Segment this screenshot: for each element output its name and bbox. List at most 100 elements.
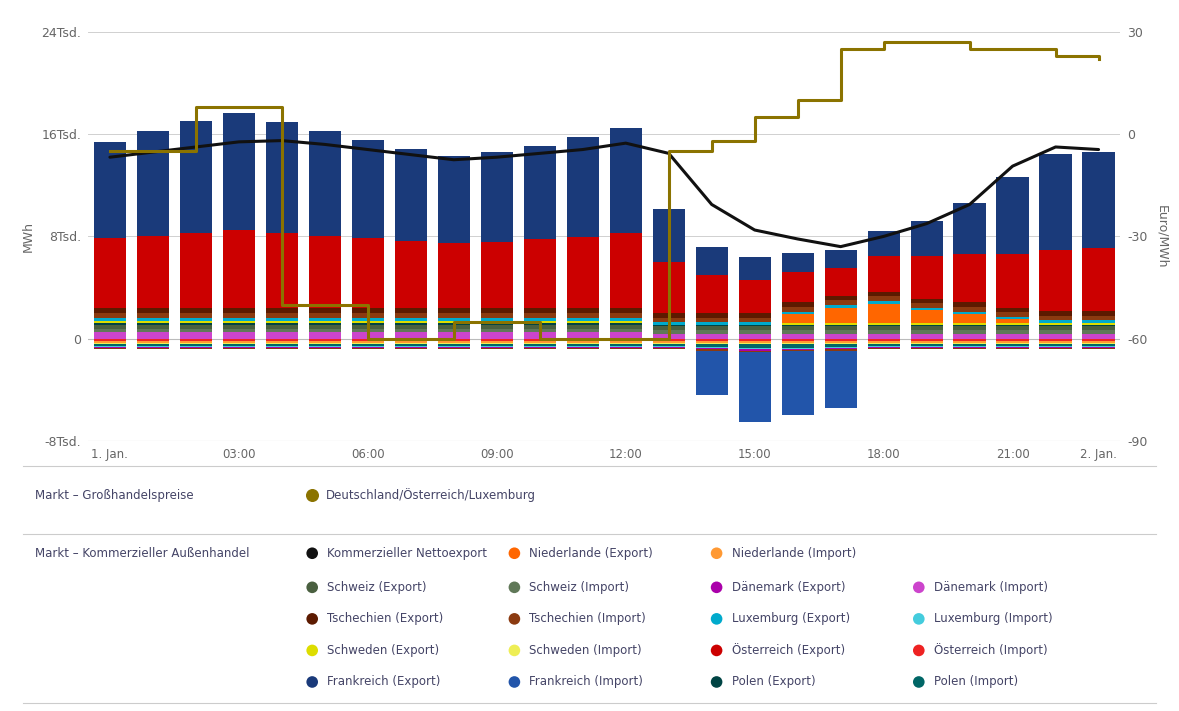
Bar — [824, 350, 857, 351]
Bar — [179, 332, 212, 338]
Bar — [223, 309, 255, 313]
Bar — [610, 344, 641, 346]
Text: Schweden (Export): Schweden (Export) — [328, 644, 440, 657]
Point — [707, 676, 726, 688]
Bar — [782, 311, 814, 314]
Bar — [954, 348, 986, 350]
Bar — [954, 346, 986, 347]
Bar — [94, 309, 126, 313]
Text: Tschechien (Export): Tschechien (Export) — [328, 612, 443, 626]
Bar — [437, 341, 470, 343]
Bar — [351, 338, 384, 341]
Point — [303, 676, 322, 688]
Bar — [523, 146, 555, 240]
Bar — [351, 309, 384, 313]
Bar — [137, 325, 169, 328]
Bar — [351, 321, 384, 324]
Bar — [910, 299, 943, 303]
Bar — [868, 344, 900, 346]
Text: Luxemburg (Export): Luxemburg (Export) — [732, 612, 850, 626]
Bar — [910, 257, 943, 299]
Bar — [1040, 333, 1072, 338]
Bar — [437, 332, 470, 338]
Bar — [653, 333, 685, 338]
Bar — [954, 302, 986, 306]
Bar — [395, 346, 427, 347]
Bar — [179, 324, 212, 325]
Bar — [265, 341, 298, 343]
Bar — [696, 350, 727, 351]
Bar — [954, 343, 986, 344]
Bar — [94, 238, 126, 309]
Bar — [223, 113, 255, 230]
Bar — [395, 309, 427, 313]
Bar — [824, 305, 857, 308]
Bar — [94, 343, 126, 344]
Bar — [910, 330, 943, 333]
Bar — [94, 325, 126, 328]
Text: Schweiz (Import): Schweiz (Import) — [529, 581, 630, 594]
Bar — [1082, 323, 1114, 325]
Bar — [481, 343, 513, 344]
Bar — [782, 343, 814, 344]
Bar — [996, 346, 1029, 347]
Bar — [738, 280, 771, 314]
Bar — [137, 344, 169, 346]
Bar — [824, 325, 857, 326]
Bar — [179, 343, 212, 344]
Bar — [137, 313, 169, 319]
Bar — [265, 346, 298, 347]
Bar — [653, 314, 685, 318]
Bar — [910, 338, 943, 341]
Bar — [395, 324, 427, 325]
Bar — [868, 333, 900, 338]
Bar — [437, 324, 470, 325]
Bar — [996, 333, 1029, 338]
Bar — [351, 238, 384, 309]
Bar — [696, 351, 727, 395]
Bar — [94, 321, 126, 324]
Bar — [223, 346, 255, 347]
Bar — [954, 306, 986, 311]
Bar — [179, 341, 212, 343]
Bar — [481, 348, 513, 350]
Bar — [223, 344, 255, 346]
Text: Dänemark (Export): Dänemark (Export) — [732, 581, 845, 594]
Bar — [954, 325, 986, 326]
Text: Markt – Kommerzieller Außenhandel: Markt – Kommerzieller Außenhandel — [35, 547, 250, 560]
Bar — [523, 328, 555, 332]
Bar — [653, 208, 685, 262]
Bar — [910, 310, 943, 323]
Point — [505, 582, 523, 593]
Bar — [738, 326, 771, 330]
Bar — [567, 328, 599, 332]
Bar — [696, 325, 727, 326]
Bar — [395, 240, 427, 309]
Bar — [523, 348, 555, 350]
Bar — [137, 321, 169, 324]
Bar — [653, 346, 685, 347]
Bar — [309, 131, 341, 235]
Bar — [996, 323, 1029, 325]
Bar — [137, 309, 169, 313]
Bar — [1082, 151, 1114, 247]
Bar — [523, 341, 555, 343]
Bar — [137, 347, 169, 348]
Point — [505, 613, 523, 624]
Bar — [782, 338, 814, 341]
Bar — [1040, 250, 1072, 311]
Bar — [481, 309, 513, 313]
Bar — [1040, 323, 1072, 325]
Bar — [567, 348, 599, 350]
Bar — [309, 348, 341, 350]
Point — [303, 613, 322, 624]
Bar — [523, 338, 555, 341]
Bar — [437, 348, 470, 350]
Bar — [437, 156, 470, 243]
Text: Österreich (Import): Österreich (Import) — [934, 643, 1047, 658]
Bar — [265, 325, 298, 328]
Bar — [653, 322, 685, 325]
Bar — [94, 319, 126, 321]
Bar — [1082, 325, 1114, 326]
Bar — [309, 344, 341, 346]
